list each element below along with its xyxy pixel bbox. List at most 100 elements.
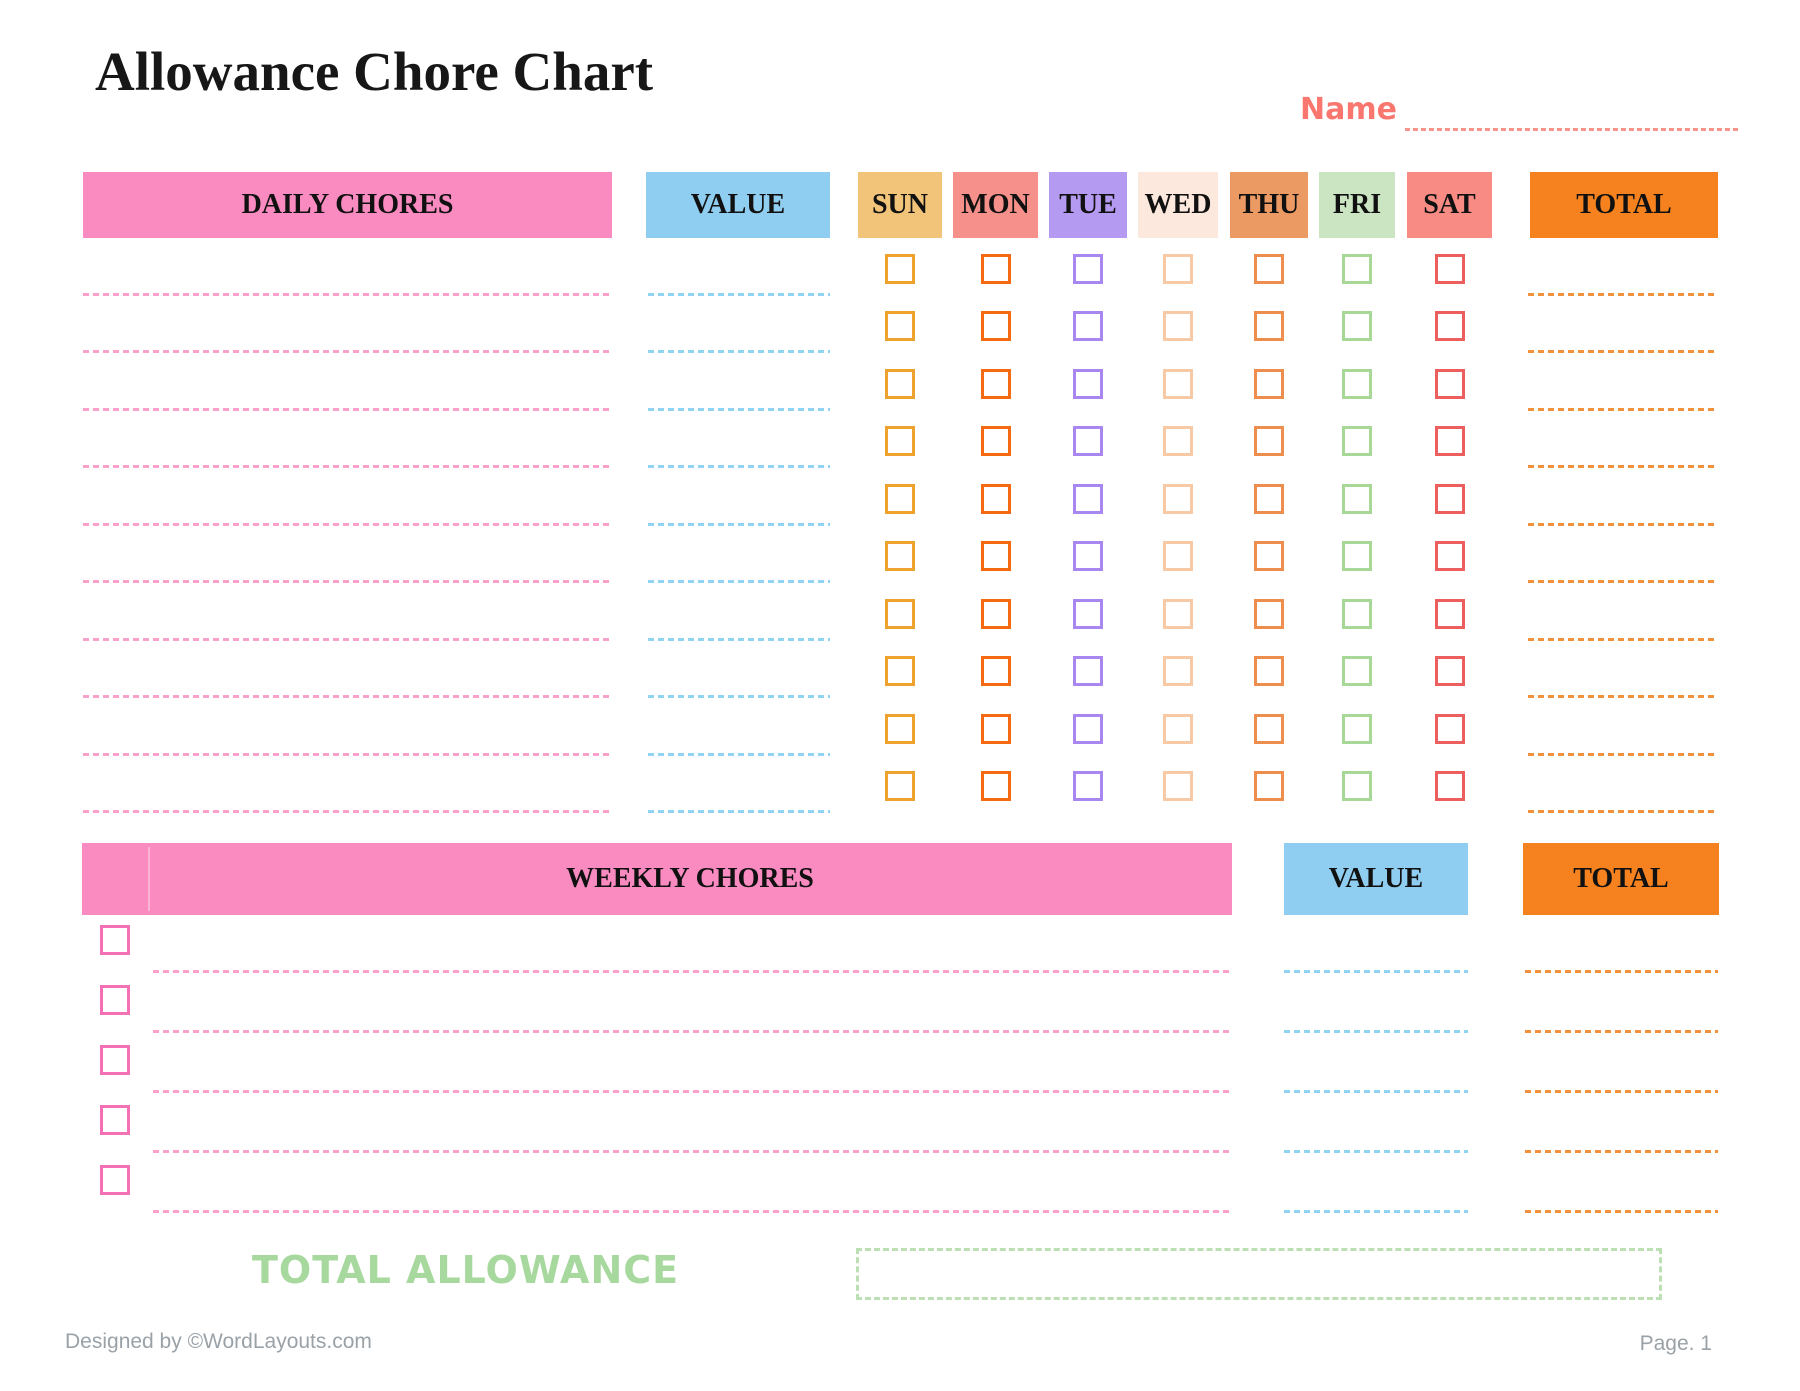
daily-checkbox-mon[interactable] — [981, 426, 1011, 457]
daily-checkbox-thu[interactable] — [1254, 771, 1284, 802]
daily-checkbox-sun[interactable] — [885, 656, 915, 687]
weekly-value-line[interactable] — [1284, 1210, 1468, 1213]
daily-checkbox-tue[interactable] — [1073, 598, 1103, 629]
weekly-total-line[interactable] — [1525, 1090, 1718, 1093]
daily-checkbox-wed[interactable] — [1163, 598, 1193, 629]
daily-checkbox-tue[interactable] — [1073, 713, 1103, 744]
daily-checkbox-sat[interactable] — [1435, 713, 1465, 744]
daily-checkbox-tue[interactable] — [1073, 311, 1103, 342]
daily-checkbox-sun[interactable] — [885, 368, 915, 399]
daily-chore-line[interactable] — [83, 465, 612, 468]
daily-value-line[interactable] — [648, 580, 830, 583]
daily-checkbox-sat[interactable] — [1435, 368, 1465, 399]
daily-checkbox-mon[interactable] — [981, 483, 1011, 514]
daily-total-line[interactable] — [1528, 465, 1718, 468]
daily-checkbox-wed[interactable] — [1163, 368, 1193, 399]
daily-checkbox-wed[interactable] — [1163, 426, 1193, 457]
daily-chore-line[interactable] — [83, 695, 612, 698]
daily-checkbox-wed[interactable] — [1163, 311, 1193, 342]
daily-checkbox-sat[interactable] — [1435, 426, 1465, 457]
daily-checkbox-wed[interactable] — [1163, 656, 1193, 687]
daily-checkbox-sun[interactable] — [885, 713, 915, 744]
daily-checkbox-wed[interactable] — [1163, 713, 1193, 744]
daily-total-line[interactable] — [1528, 752, 1718, 756]
daily-checkbox-thu[interactable] — [1254, 483, 1284, 514]
daily-checkbox-wed[interactable] — [1163, 771, 1193, 802]
daily-checkbox-sat[interactable] — [1435, 598, 1465, 629]
daily-checkbox-sun[interactable] — [885, 598, 915, 629]
daily-checkbox-tue[interactable] — [1073, 368, 1103, 399]
daily-checkbox-sat[interactable] — [1435, 541, 1465, 572]
daily-checkbox-thu[interactable] — [1254, 598, 1284, 629]
daily-checkbox-wed[interactable] — [1163, 541, 1193, 572]
weekly-value-line[interactable] — [1284, 1090, 1468, 1093]
weekly-value-line[interactable] — [1284, 970, 1468, 973]
daily-value-line[interactable] — [648, 810, 830, 813]
daily-checkbox-fri[interactable] — [1342, 426, 1372, 457]
daily-value-line[interactable] — [648, 465, 830, 468]
daily-checkbox-sun[interactable] — [885, 253, 915, 284]
daily-checkbox-fri[interactable] — [1342, 598, 1372, 629]
weekly-checkbox[interactable] — [100, 1105, 130, 1135]
daily-checkbox-tue[interactable] — [1073, 771, 1103, 802]
weekly-chore-line[interactable] — [153, 1030, 1232, 1033]
daily-value-line[interactable] — [648, 695, 830, 698]
daily-checkbox-mon[interactable] — [981, 598, 1011, 629]
daily-total-line[interactable] — [1528, 810, 1718, 813]
daily-checkbox-fri[interactable] — [1342, 541, 1372, 572]
daily-checkbox-sat[interactable] — [1435, 483, 1465, 514]
daily-checkbox-tue[interactable] — [1073, 253, 1103, 284]
daily-value-line[interactable] — [648, 350, 830, 353]
weekly-checkbox[interactable] — [100, 925, 130, 955]
daily-checkbox-fri[interactable] — [1342, 771, 1372, 802]
weekly-checkbox[interactable] — [100, 1165, 130, 1195]
daily-checkbox-mon[interactable] — [981, 713, 1011, 744]
daily-chore-line[interactable] — [83, 752, 612, 756]
daily-checkbox-sun[interactable] — [885, 541, 915, 572]
weekly-chore-line[interactable] — [153, 1090, 1232, 1093]
daily-value-line[interactable] — [648, 407, 830, 411]
daily-value-line[interactable] — [648, 637, 830, 641]
daily-chore-line[interactable] — [83, 580, 612, 583]
daily-total-line[interactable] — [1528, 580, 1718, 583]
weekly-chore-line[interactable] — [153, 970, 1232, 973]
daily-value-line[interactable] — [648, 752, 830, 756]
daily-checkbox-tue[interactable] — [1073, 541, 1103, 572]
daily-total-line[interactable] — [1528, 637, 1718, 641]
daily-chore-line[interactable] — [83, 407, 612, 411]
daily-checkbox-sat[interactable] — [1435, 253, 1465, 284]
daily-checkbox-tue[interactable] — [1073, 656, 1103, 687]
daily-checkbox-fri[interactable] — [1342, 368, 1372, 399]
daily-checkbox-sat[interactable] — [1435, 771, 1465, 802]
daily-checkbox-thu[interactable] — [1254, 368, 1284, 399]
daily-checkbox-sun[interactable] — [885, 483, 915, 514]
name-input-line[interactable] — [1405, 128, 1740, 131]
daily-total-line[interactable] — [1528, 522, 1718, 526]
daily-checkbox-fri[interactable] — [1342, 311, 1372, 342]
weekly-value-line[interactable] — [1284, 1150, 1468, 1153]
daily-chore-line[interactable] — [83, 810, 612, 813]
daily-checkbox-mon[interactable] — [981, 771, 1011, 802]
daily-checkbox-wed[interactable] — [1163, 483, 1193, 514]
daily-checkbox-fri[interactable] — [1342, 656, 1372, 687]
daily-checkbox-fri[interactable] — [1342, 253, 1372, 284]
daily-checkbox-sun[interactable] — [885, 771, 915, 802]
daily-checkbox-thu[interactable] — [1254, 541, 1284, 572]
daily-checkbox-wed[interactable] — [1163, 253, 1193, 284]
weekly-total-line[interactable] — [1525, 1210, 1718, 1213]
daily-checkbox-sat[interactable] — [1435, 656, 1465, 687]
daily-checkbox-tue[interactable] — [1073, 426, 1103, 457]
daily-value-line[interactable] — [648, 292, 830, 296]
daily-checkbox-thu[interactable] — [1254, 253, 1284, 284]
daily-value-line[interactable] — [648, 522, 830, 526]
daily-total-line[interactable] — [1528, 292, 1718, 296]
daily-checkbox-sat[interactable] — [1435, 311, 1465, 342]
weekly-checkbox[interactable] — [100, 985, 130, 1015]
daily-chore-line[interactable] — [83, 350, 612, 353]
daily-chore-line[interactable] — [83, 637, 612, 641]
daily-checkbox-tue[interactable] — [1073, 483, 1103, 514]
weekly-checkbox[interactable] — [100, 1045, 130, 1075]
daily-total-line[interactable] — [1528, 695, 1718, 698]
daily-total-line[interactable] — [1528, 407, 1718, 411]
weekly-chore-line[interactable] — [153, 1210, 1232, 1213]
